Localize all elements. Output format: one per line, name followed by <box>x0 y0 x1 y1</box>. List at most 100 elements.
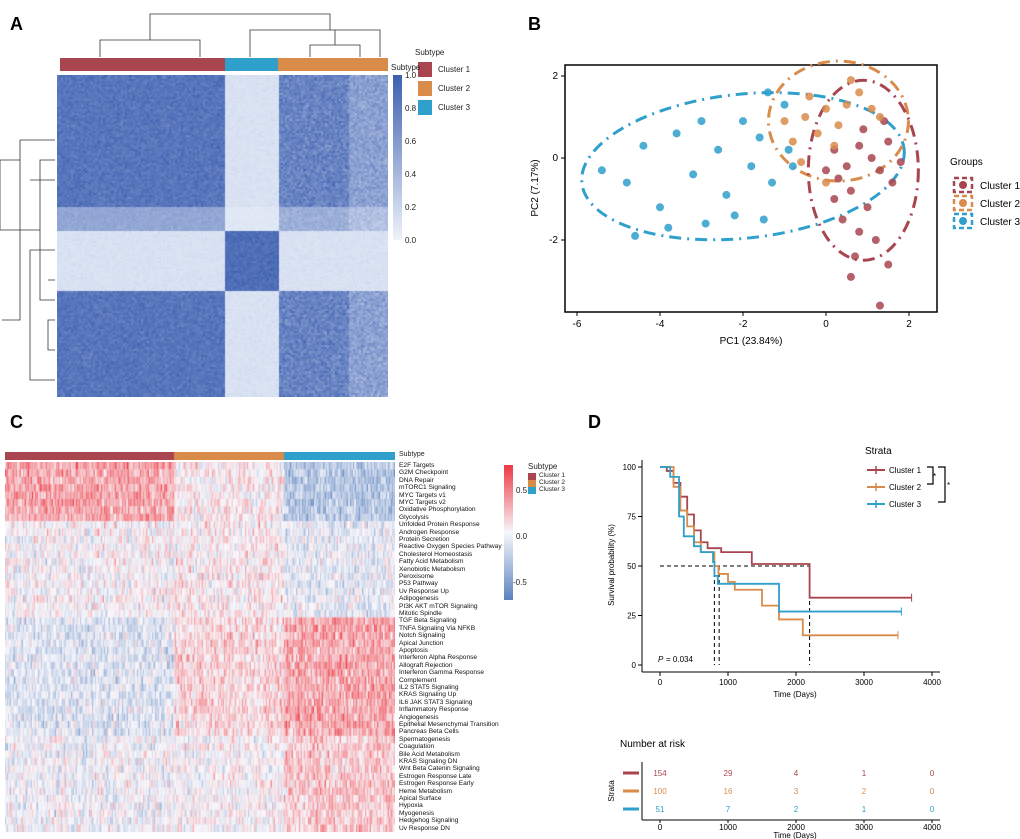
point-cluster-1 <box>884 260 893 269</box>
point-cluster-2 <box>797 158 806 167</box>
heatmap-row-label: Complement <box>399 676 437 684</box>
survival-curve-cluster-3 <box>660 466 902 613</box>
cluster-3-ellipse <box>580 91 906 242</box>
d-x-tick-label: 0 <box>658 678 663 687</box>
point-cluster-1 <box>855 227 864 236</box>
heatmap-row-label: IL2 STAT5 Signaling <box>399 684 459 691</box>
heatmap-row-label: Pancreas Beta Cells <box>399 728 459 736</box>
x-tick-label: -4 <box>656 319 665 330</box>
risk-count: 100 <box>653 787 667 796</box>
heatmap-row-label: Notch Signaling <box>399 632 446 640</box>
point-cluster-2 <box>842 100 851 109</box>
c-subtype-annotation-bar <box>5 452 395 460</box>
heatmap-row-label: MYC Targets v1 <box>399 491 446 499</box>
heatmap-row-label: Heme Metabolism <box>399 787 453 795</box>
a-annotation-title: Subtype <box>391 63 421 72</box>
panel-label-c: C <box>10 412 23 432</box>
significance-brackets <box>927 466 946 503</box>
risk-count: 1 <box>862 769 867 778</box>
risk-count: 2 <box>794 805 799 814</box>
panel-label-d: D <box>588 412 601 432</box>
heatmap-row-label: Inflammatory Response <box>399 706 469 714</box>
point-cluster-3 <box>784 145 793 154</box>
c-legend-label: Cluster 3 <box>539 486 566 493</box>
heatmap-row-label: Apoptosis <box>399 647 428 654</box>
x-tick-label: -2 <box>739 319 748 330</box>
a-colorbar-tick: 0.6 <box>405 137 417 146</box>
a-colorbar <box>393 75 402 240</box>
b-legend-label: Cluster 1 <box>980 181 1020 192</box>
point-cluster-1 <box>851 252 860 261</box>
heatmap-row-label: Peroxisome <box>399 573 434 580</box>
point-cluster-2 <box>780 117 789 126</box>
a-annotation-cluster-2 <box>278 58 388 71</box>
risk-table-title: Number at risk <box>620 739 686 750</box>
point-cluster-3 <box>763 88 772 97</box>
point-cluster-3 <box>755 133 764 142</box>
point-cluster-3 <box>697 117 706 126</box>
heatmap-row-label: Wnt Beta Catenin Signaling <box>399 765 480 773</box>
b-legend-key <box>952 176 974 194</box>
consensus-matrix-heatmap <box>57 75 388 397</box>
point-cluster-3 <box>664 223 673 232</box>
point-cluster-2 <box>805 92 814 101</box>
point-cluster-1 <box>875 166 884 175</box>
risk-x-tick-label: 3000 <box>855 823 873 832</box>
heatmap-row-label: Mitotic Spindle <box>399 610 442 617</box>
risk-x-axis-label: Time (Days) <box>773 831 817 839</box>
point-cluster-3 <box>639 141 648 150</box>
risk-count: 2 <box>862 787 867 796</box>
y-tick-label: -2 <box>549 235 558 246</box>
heatmap-row-label: Angiogenesis <box>399 713 439 721</box>
heatmap-row-label: Androgen Response <box>399 528 460 536</box>
heatmap-row-label: Estrogen Response Early <box>399 780 474 788</box>
panel-label-b: B <box>528 14 541 34</box>
left-dendrogram <box>0 139 55 381</box>
point-cluster-3 <box>722 190 731 199</box>
heatmap-row-label: DNA Repair <box>399 476 434 484</box>
heatmap-row-label: E2F Targets <box>399 462 435 469</box>
heatmap-row-label: Coagulation <box>399 743 435 751</box>
risk-count: 51 <box>656 805 665 814</box>
heatmap-row-label: Glycolysis <box>399 513 429 521</box>
y-tick-label: 0 <box>552 153 558 164</box>
point-cluster-3 <box>701 219 710 228</box>
a-colorbar-tick: 0.8 <box>405 104 417 113</box>
c-legend-label: Cluster 1 <box>539 472 566 479</box>
point-cluster-2 <box>834 121 843 130</box>
point-cluster-1 <box>830 195 839 203</box>
heatmap-row-label: Epithelial Mesenchymal Transition <box>399 721 499 728</box>
point-cluster-2 <box>788 137 797 146</box>
point-cluster-1 <box>859 125 868 134</box>
heatmap-row-label: Estrogen Response Late <box>399 772 472 780</box>
a-legend-swatch <box>418 62 432 77</box>
point-cluster-3 <box>672 129 681 138</box>
point-cluster-2 <box>855 88 864 97</box>
b-legend-point <box>959 217 967 225</box>
heatmap-row-label: Hedgehog Signaling <box>399 817 459 825</box>
point-cluster-1 <box>846 272 855 281</box>
heatmap-row-label: TGF Beta Signaling <box>399 617 457 625</box>
point-cluster-1 <box>884 137 893 146</box>
point-cluster-1 <box>896 158 905 167</box>
c-colorbar <box>504 465 513 600</box>
point-cluster-3 <box>747 162 756 171</box>
risk-y-label: Strata <box>607 780 616 802</box>
d-y-tick-label: 50 <box>627 562 636 571</box>
heatmap-row-label: mTORC1 Signaling <box>399 484 456 492</box>
d-y-tick-label: 0 <box>632 661 637 670</box>
heatmap-row-label: Myogenesis <box>399 809 435 817</box>
risk-x-tick-label: 1000 <box>719 823 737 832</box>
point-cluster-2 <box>801 113 810 121</box>
b-legend-point <box>959 199 967 207</box>
a-legend-swatch <box>418 100 432 115</box>
heatmap-row-label: Spermatogenesis <box>399 735 451 743</box>
heatmap-row-label: Hypoxia <box>399 802 423 810</box>
y-axis-label: PC2 (7.17%) <box>530 159 541 216</box>
top-dendrogram <box>99 13 381 57</box>
risk-count: 4 <box>794 769 799 778</box>
c-colorbar-tick: -0.5 <box>513 578 527 587</box>
risk-x-tick-label: 0 <box>658 823 663 832</box>
